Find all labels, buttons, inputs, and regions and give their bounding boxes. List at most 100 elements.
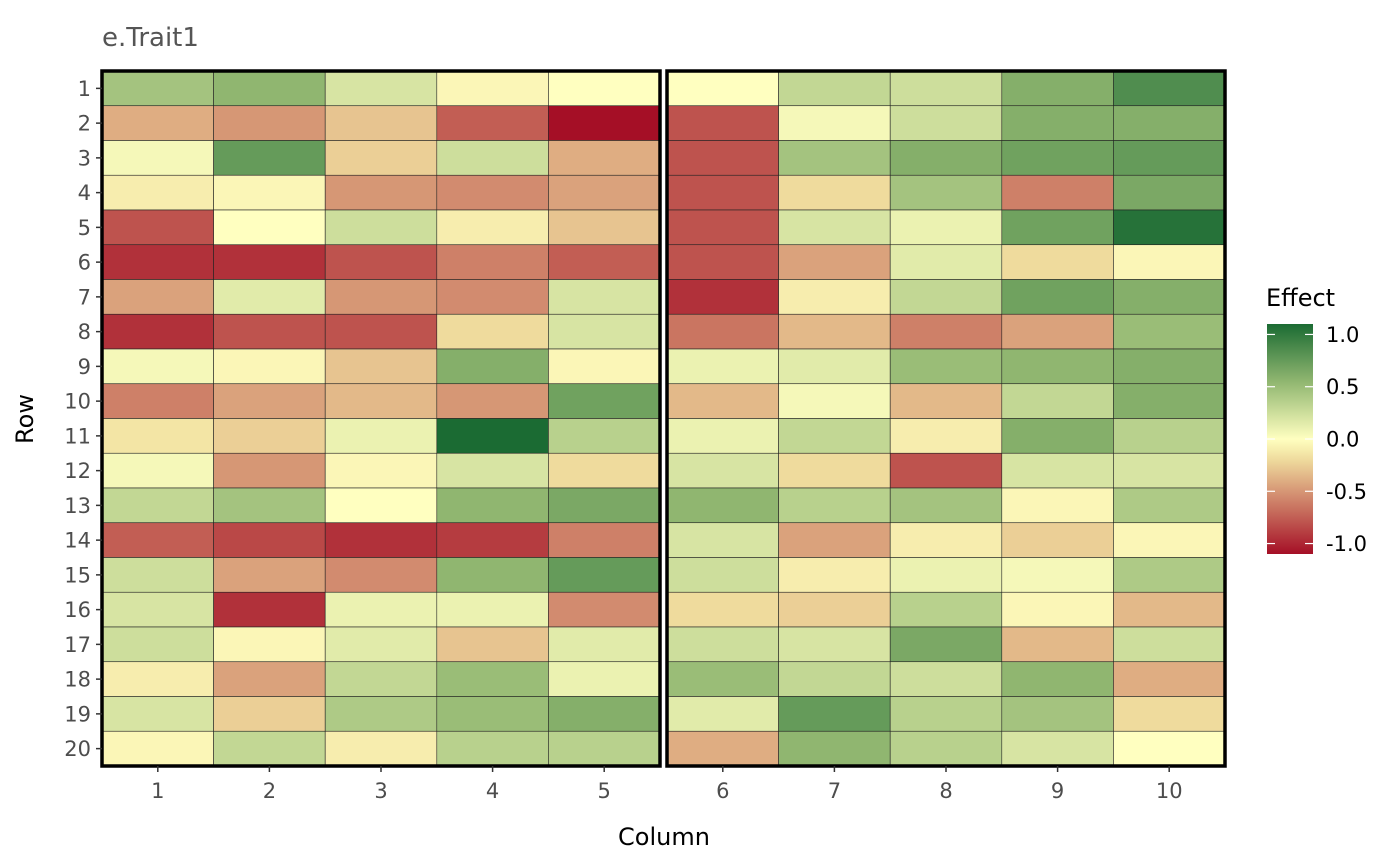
heatmap-cell — [548, 348, 661, 385]
heatmap-cell — [778, 348, 891, 385]
heatmap-cell — [548, 557, 661, 593]
heatmap-cell — [1113, 105, 1226, 141]
legend-tick-label: 1.0 — [1326, 323, 1359, 347]
heatmap-cell — [1001, 279, 1114, 315]
heatmap-cell — [1001, 591, 1114, 628]
heatmap-cell — [101, 348, 214, 385]
heatmap-cell — [324, 279, 438, 315]
heatmap-cell — [889, 452, 1003, 489]
heatmap-cell — [889, 70, 1003, 107]
heatmap-cell — [213, 70, 326, 107]
heatmap-cell — [213, 522, 326, 558]
heatmap-cell — [213, 244, 326, 280]
heatmap-cell — [666, 140, 779, 176]
heatmap-cell — [889, 487, 1003, 524]
heatmap-cell — [548, 452, 661, 489]
heatmap-cell — [889, 661, 1003, 697]
heatmap-cell — [101, 730, 214, 767]
legend: Effect 1.0 0.5 0.0 -0.5 -1.0 — [1266, 284, 1367, 556]
y-tick-label: 11 — [64, 424, 91, 448]
y-tick-label: 14 — [64, 529, 91, 553]
heatmap-cell — [213, 730, 326, 767]
y-tick-label: 8 — [78, 320, 91, 344]
heatmap-cell — [778, 591, 891, 628]
heatmap-cell — [666, 730, 779, 767]
heatmap-cell — [213, 313, 326, 350]
heatmap-cell — [889, 626, 1003, 663]
y-tick-label: 19 — [64, 702, 91, 726]
heatmap-cell — [324, 487, 438, 524]
heatmap-cell — [101, 591, 214, 628]
heatmap-cell — [436, 730, 549, 767]
heatmap-cell — [778, 452, 891, 489]
heatmap-cell — [324, 557, 438, 593]
y-tick-label: 1 — [78, 77, 91, 101]
x-tick-label: 3 — [374, 779, 387, 803]
heatmap-cell — [1113, 696, 1226, 732]
heatmap-cell — [436, 557, 549, 593]
heatmap-cell — [213, 591, 326, 628]
heatmap-cell — [666, 661, 779, 697]
heatmap-cell — [889, 244, 1003, 280]
heatmap-cell — [548, 105, 661, 141]
heatmap-cell — [324, 244, 438, 280]
heatmap-cell — [1113, 418, 1226, 454]
heatmap-cell — [213, 557, 326, 593]
heatmap-cell — [213, 279, 326, 315]
x-tick-label: 2 — [263, 779, 276, 803]
y-tick-label: 17 — [64, 633, 91, 657]
heatmap-cell — [548, 70, 661, 107]
heatmap-cell — [666, 522, 779, 558]
y-tick-label: 13 — [64, 494, 91, 518]
heatmap-cell — [778, 279, 891, 315]
heatmap-cell — [101, 557, 214, 593]
heatmap-cell — [1113, 174, 1226, 211]
heatmap-cell — [324, 105, 438, 141]
heatmap-cell — [101, 522, 214, 558]
y-axis-title: Row — [11, 394, 39, 444]
heatmap-cell — [324, 174, 438, 211]
x-axis: 1 2 3 4 5 6 7 8 9 10 — [151, 766, 1183, 803]
heatmap-cell — [1001, 105, 1114, 141]
heatmap-cell — [889, 522, 1003, 558]
heatmap-cell — [889, 140, 1003, 176]
heatmap-cell — [889, 313, 1003, 350]
heatmap-cell — [1001, 313, 1114, 350]
heatmap-cell — [1001, 730, 1114, 767]
y-tick-label: 6 — [78, 251, 91, 275]
legend-tick-label: -0.5 — [1326, 480, 1367, 504]
legend-tick-label: 0.0 — [1326, 428, 1359, 452]
heatmap-cell — [1113, 140, 1226, 176]
heatmap-cell — [101, 244, 214, 280]
heatmap-cell — [889, 696, 1003, 732]
heatmap-cell — [101, 313, 214, 350]
heatmap-cell — [548, 209, 661, 246]
heatmap-cell — [889, 209, 1003, 246]
heatmap-cell — [213, 626, 326, 663]
heatmap-cell — [778, 174, 891, 211]
heatmap-cell — [324, 452, 438, 489]
heatmap-cell — [101, 383, 214, 419]
y-tick-label: 18 — [64, 668, 91, 692]
heatmap-cell — [1113, 626, 1226, 663]
heatmap-cell — [1113, 244, 1226, 280]
heatmap-cell — [666, 209, 779, 246]
heatmap-cell — [1113, 487, 1226, 524]
heatmap-cell — [889, 105, 1003, 141]
heatmap-cell — [101, 70, 214, 107]
x-tick-label: 1 — [151, 779, 164, 803]
heatmap-cell — [548, 279, 661, 315]
heatmap-cell — [666, 452, 779, 489]
heatmap-cell — [1001, 174, 1114, 211]
heatmap-cell — [778, 383, 891, 419]
x-tick-label: 8 — [939, 779, 952, 803]
heatmap-cell — [213, 452, 326, 489]
heatmap-cell — [778, 730, 891, 767]
heatmap-cell — [324, 730, 438, 767]
heatmap-cell — [324, 661, 438, 697]
heatmap-cell — [666, 174, 779, 211]
heatmap-cell — [1113, 591, 1226, 628]
heatmap-cell — [436, 209, 549, 246]
heatmap-cell — [101, 626, 214, 663]
heatmap-cell — [324, 70, 438, 107]
